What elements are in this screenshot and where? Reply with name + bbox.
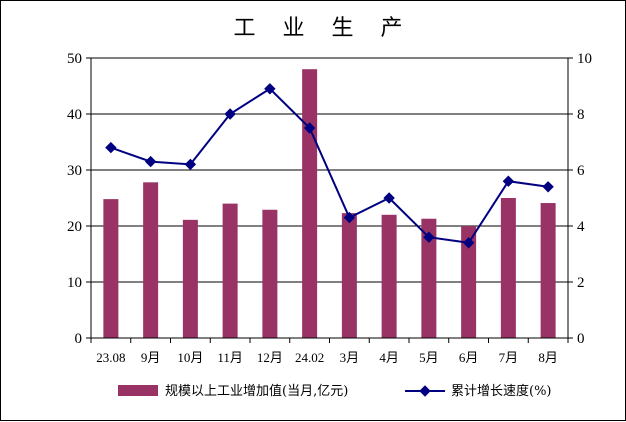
- bar: [421, 218, 437, 338]
- line-point: [343, 211, 356, 224]
- line-point: [303, 122, 316, 134]
- axis-layer: 0 10 20 30 40 50 0 2 4 6 8 10 23.08 9月 10月 11月 12月 24.02 3…: [67, 51, 592, 365]
- x-tick-label: 9月: [141, 350, 161, 365]
- legend-bar-label: 规模以上工业增加值(当月,亿元): [165, 383, 348, 399]
- bar: [103, 199, 119, 338]
- line-layer: [105, 83, 554, 249]
- line-point: [462, 237, 475, 249]
- legend: 规模以上工业增加值(当月,亿元) 累计增长速度(%): [118, 383, 552, 399]
- x-tick-label: 8月: [538, 350, 558, 365]
- bar: [222, 203, 238, 338]
- x-tick-label: 11月: [217, 350, 243, 365]
- legend-line-marker: [419, 385, 431, 397]
- bar: [262, 209, 278, 338]
- bar: [540, 203, 556, 338]
- y-left-tick-label: 20: [67, 219, 82, 235]
- line-point: [184, 158, 197, 171]
- y-right-tick-label: 4: [577, 219, 585, 235]
- growth-line: [110, 87, 549, 244]
- y-right-tick-label: 0: [577, 331, 585, 347]
- y-left-tick-label: 30: [67, 163, 82, 179]
- bar: [500, 198, 516, 338]
- bar: [302, 69, 318, 338]
- y-right-tick-label: 2: [577, 275, 585, 291]
- bar: [341, 213, 357, 338]
- chart-title: 工 业 生 产: [234, 16, 413, 41]
- legend-bar-swatch: [118, 385, 158, 396]
- line-point: [264, 83, 276, 95]
- bar: [381, 214, 397, 338]
- bar: [182, 219, 198, 338]
- line-point: [105, 141, 117, 154]
- line-point: [502, 175, 515, 187]
- x-tick-label: 3月: [340, 350, 360, 365]
- x-tick-label: 10月: [177, 350, 203, 365]
- bar-layer: [103, 69, 556, 338]
- line-point: [423, 231, 435, 243]
- y-left-tick-label: 10: [67, 275, 82, 291]
- y-right-tick-label: 6: [577, 163, 585, 179]
- grid-layer: [91, 58, 568, 338]
- y-left-tick-label: 0: [75, 331, 83, 347]
- x-tick-label: 24.02: [295, 350, 324, 365]
- x-tick-label: 5月: [419, 350, 439, 365]
- line-point: [144, 155, 157, 168]
- bar: [461, 226, 477, 338]
- y-left-tick-label: 50: [67, 51, 82, 67]
- y-right-tick-label: 10: [577, 51, 592, 67]
- line-point: [542, 181, 554, 193]
- x-tick-label: 4月: [379, 350, 399, 365]
- y-right-tick-label: 8: [577, 107, 585, 123]
- legend-line-label: 累计增长速度(%): [451, 383, 552, 399]
- y-left-tick-label: 40: [67, 107, 82, 123]
- x-tick-label: 7月: [499, 350, 519, 365]
- line-point: [224, 108, 236, 120]
- x-tick-label: 23.08: [96, 350, 125, 365]
- line-point: [383, 192, 395, 204]
- plot-area: [91, 58, 568, 338]
- x-tick-label: 12月: [257, 350, 283, 365]
- x-tick-label: 6月: [459, 350, 479, 365]
- bar: [143, 182, 159, 338]
